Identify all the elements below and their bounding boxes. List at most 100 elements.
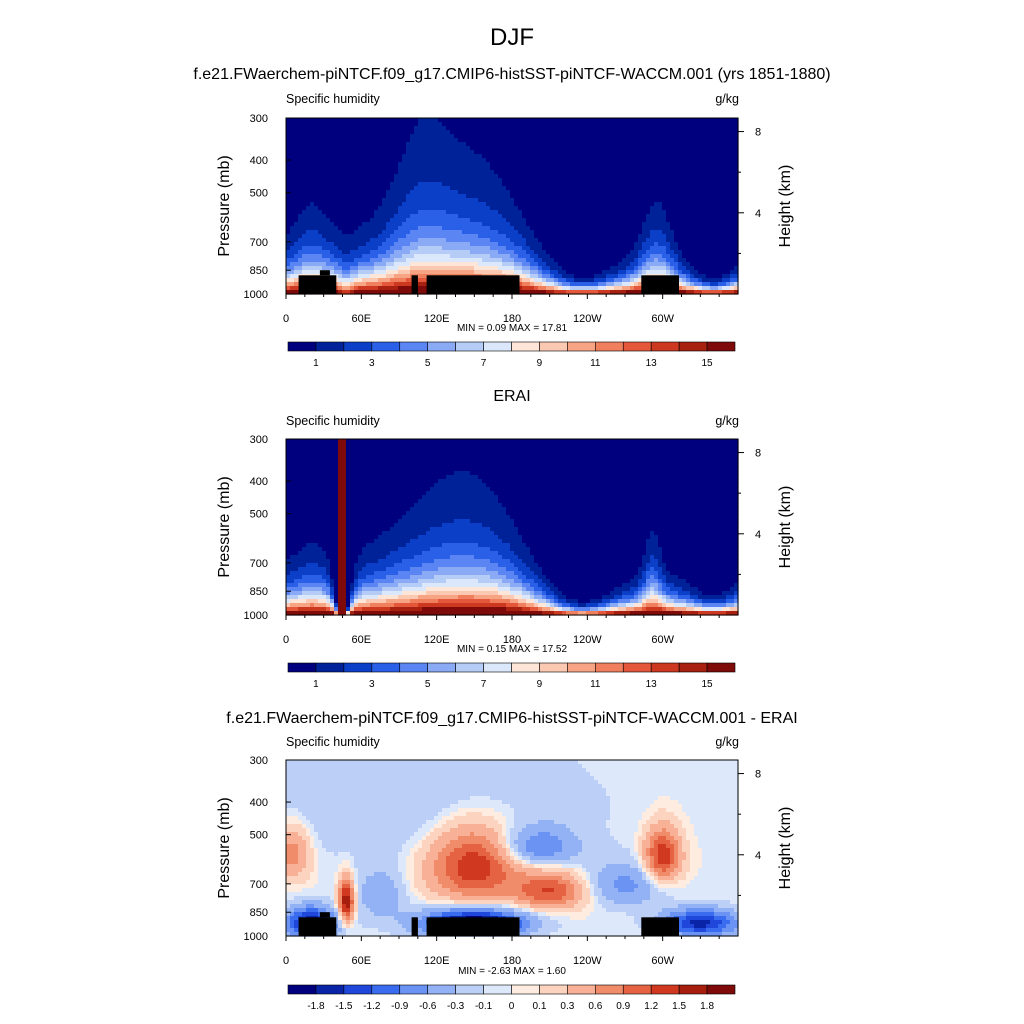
- field-cell: [518, 174, 523, 179]
- field-cell: [630, 258, 635, 263]
- field-cell: [338, 166, 343, 171]
- field-cell: [550, 274, 555, 279]
- field-cell: [346, 214, 351, 219]
- field-cell: [358, 134, 363, 139]
- field-cell: [342, 158, 347, 163]
- field-cell: [354, 230, 359, 235]
- field-cell: [302, 134, 307, 139]
- field-cell: [462, 186, 467, 191]
- field-cell: [354, 242, 359, 247]
- field-cell: [526, 222, 531, 227]
- field-cell: [566, 146, 571, 151]
- field-cell: [318, 250, 323, 255]
- field-cell: [562, 226, 567, 231]
- field-cell: [422, 274, 427, 279]
- field-cell: [550, 214, 555, 219]
- field-cell: [654, 130, 659, 135]
- field-cell: [510, 166, 515, 171]
- field-cell: [406, 202, 411, 207]
- field-cell: [562, 286, 567, 291]
- field-cell: [614, 246, 619, 251]
- field-cell: [722, 150, 727, 155]
- field-cell: [650, 146, 655, 151]
- field-cell: [306, 194, 311, 199]
- field-cell: [522, 258, 527, 263]
- field-cell: [502, 134, 507, 139]
- field-cell: [294, 186, 299, 191]
- field-cell: [682, 270, 687, 275]
- field-cell: [338, 226, 343, 231]
- field-cell: [566, 190, 571, 195]
- field-cell: [350, 154, 355, 159]
- field-cell: [530, 182, 535, 187]
- field-cell: [514, 210, 519, 215]
- field-cell: [538, 278, 543, 283]
- field-cell: [586, 174, 591, 179]
- field-cell: [482, 118, 487, 123]
- field-cell: [638, 246, 643, 251]
- field-cell: [286, 250, 291, 255]
- field-cell: [314, 202, 319, 207]
- field-cell: [658, 134, 663, 139]
- field-cell: [450, 222, 455, 227]
- field-cell: [730, 122, 735, 127]
- field-cell: [414, 154, 419, 159]
- field-cell: [594, 202, 599, 207]
- field-cell: [414, 146, 419, 151]
- field-cell: [666, 270, 671, 275]
- field-cell: [378, 206, 383, 211]
- field-cell: [582, 218, 587, 223]
- field-cell: [498, 254, 503, 259]
- field-cell: [286, 238, 291, 243]
- field-cell: [630, 230, 635, 235]
- field-cell: [474, 130, 479, 135]
- field-cell: [546, 270, 551, 275]
- field-cell: [346, 178, 351, 183]
- field-cell: [650, 222, 655, 227]
- field-cell: [718, 290, 723, 295]
- field-cell: [610, 154, 615, 159]
- field-cell: [582, 234, 587, 239]
- field-cell: [630, 242, 635, 247]
- field-cell: [430, 254, 435, 259]
- field-cell: [574, 266, 579, 271]
- field-cell: [322, 170, 327, 175]
- field-cell: [634, 262, 639, 267]
- field-cell: [626, 154, 631, 159]
- field-cell: [594, 290, 599, 295]
- field-cell: [622, 122, 627, 127]
- field-cell: [314, 190, 319, 195]
- field-cell: [298, 270, 303, 275]
- field-cell: [518, 190, 523, 195]
- field-cell: [522, 178, 527, 183]
- field-cell: [614, 202, 619, 207]
- field-cell: [318, 222, 323, 227]
- field-cell: [326, 214, 331, 219]
- field-cell: [570, 210, 575, 215]
- field-cell: [650, 250, 655, 255]
- field-cell: [418, 250, 423, 255]
- field-cell: [350, 242, 355, 247]
- field-cell: [414, 214, 419, 219]
- field-cell: [406, 290, 411, 295]
- field-cell: [462, 138, 467, 143]
- field-cell: [482, 178, 487, 183]
- field-cell: [302, 210, 307, 215]
- field-cell: [630, 278, 635, 283]
- field-cell: [630, 266, 635, 271]
- field-cell: [478, 230, 483, 235]
- field-cell: [686, 158, 691, 163]
- field-cell: [562, 134, 567, 139]
- field-cell: [626, 222, 631, 227]
- field-cell: [462, 238, 467, 243]
- field-cell: [734, 266, 739, 271]
- field-cell: [350, 178, 355, 183]
- field-cell: [510, 190, 515, 195]
- field-cell: [290, 210, 295, 215]
- field-cell: [602, 246, 607, 251]
- field-cell: [726, 214, 731, 219]
- field-cell: [522, 274, 527, 279]
- field-cell: [450, 234, 455, 239]
- field-cell: [294, 250, 299, 255]
- field-cell: [510, 150, 515, 155]
